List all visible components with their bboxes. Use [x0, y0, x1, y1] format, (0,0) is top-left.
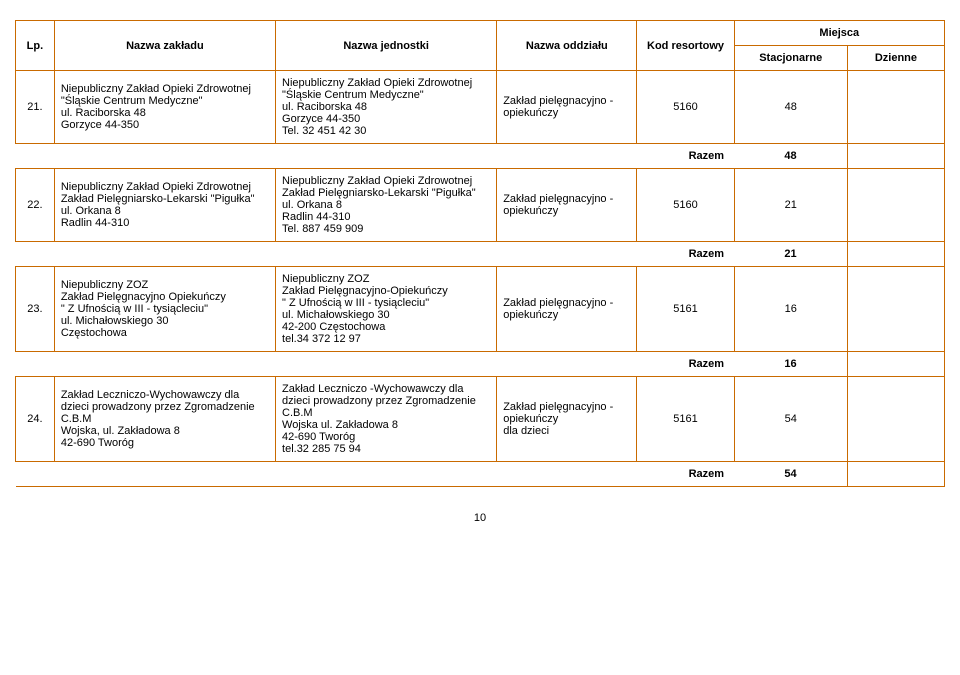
header-jednostka: Nazwa jednostki	[276, 21, 497, 71]
cell-jednostka: Niepubliczny ZOZZakład Pielęgnacyjno-Opi…	[276, 267, 497, 352]
summary-label: Razem	[16, 462, 735, 487]
header-kod: Kod resortowy	[637, 21, 734, 71]
summary-dzienne	[847, 462, 944, 487]
cell-jednostka: Niepubliczny Zakład Opieki Zdrowotnej "Ś…	[276, 71, 497, 144]
table-header: Lp. Nazwa zakładu Nazwa jednostki Nazwa …	[16, 21, 945, 71]
table-row: 22.Niepubliczny Zakład Opieki Zdrowotnej…	[16, 169, 945, 242]
cell-kod: 5161	[637, 377, 734, 462]
table-row: 24.Zakład Leczniczo-Wychowawczy dla dzie…	[16, 377, 945, 462]
cell-lp: 24.	[16, 377, 55, 462]
cell-lp: 22.	[16, 169, 55, 242]
cell-oddzial: Zakład pielęgnacyjno - opiekuńczy	[497, 267, 637, 352]
cell-zaklad: Niepubliczny ZOZZakład Pielęgnacyjno Opi…	[54, 267, 275, 352]
cell-zaklad: Zakład Leczniczo-Wychowawczy dla dzieci …	[54, 377, 275, 462]
cell-dzienne	[847, 71, 944, 144]
cell-zaklad: Niepubliczny Zakład Opieki Zdrowotnej "Ś…	[54, 71, 275, 144]
cell-jednostka: Niepubliczny Zakład Opieki Zdrowotnej Za…	[276, 169, 497, 242]
cell-stac: 54	[734, 377, 847, 462]
summary-stac: 54	[734, 462, 847, 487]
cell-jednostka: Zakład Leczniczo -Wychowawczy dla dzieci…	[276, 377, 497, 462]
header-miejsca: Miejsca	[734, 21, 944, 46]
header-zaklad: Nazwa zakładu	[54, 21, 275, 71]
cell-stac: 21	[734, 169, 847, 242]
data-table: Lp. Nazwa zakładu Nazwa jednostki Nazwa …	[15, 20, 945, 487]
header-dzienne: Dzienne	[847, 46, 944, 71]
cell-lp: 23.	[16, 267, 55, 352]
header-oddzial: Nazwa oddziału	[497, 21, 637, 71]
header-lp: Lp.	[16, 21, 55, 71]
summary-label: Razem	[16, 144, 735, 169]
cell-stac: 16	[734, 267, 847, 352]
summary-row: Razem54	[16, 462, 945, 487]
summary-dzienne	[847, 242, 944, 267]
summary-dzienne	[847, 352, 944, 377]
summary-label: Razem	[16, 242, 735, 267]
cell-dzienne	[847, 377, 944, 462]
summary-row: Razem16	[16, 352, 945, 377]
header-stacjonarne: Stacjonarne	[734, 46, 847, 71]
summary-label: Razem	[16, 352, 735, 377]
cell-stac: 48	[734, 71, 847, 144]
cell-dzienne	[847, 169, 944, 242]
summary-stac: 16	[734, 352, 847, 377]
summary-stac: 48	[734, 144, 847, 169]
cell-kod: 5161	[637, 267, 734, 352]
page-number: 10	[15, 512, 945, 524]
cell-kod: 5160	[637, 71, 734, 144]
cell-oddzial: Zakład pielęgnacyjno - opiekuńczy	[497, 169, 637, 242]
cell-lp: 21.	[16, 71, 55, 144]
table-row: 23.Niepubliczny ZOZZakład Pielęgnacyjno …	[16, 267, 945, 352]
summary-row: Razem21	[16, 242, 945, 267]
cell-zaklad: Niepubliczny Zakład Opieki Zdrowotnej Za…	[54, 169, 275, 242]
table-body: 21.Niepubliczny Zakład Opieki Zdrowotnej…	[16, 71, 945, 487]
cell-kod: 5160	[637, 169, 734, 242]
summary-dzienne	[847, 144, 944, 169]
cell-dzienne	[847, 267, 944, 352]
cell-oddzial: Zakład pielęgnacyjno - opiekuńczydla dzi…	[497, 377, 637, 462]
table-row: 21.Niepubliczny Zakład Opieki Zdrowotnej…	[16, 71, 945, 144]
summary-row: Razem48	[16, 144, 945, 169]
summary-stac: 21	[734, 242, 847, 267]
cell-oddzial: Zakład pielęgnacyjno - opiekuńczy	[497, 71, 637, 144]
